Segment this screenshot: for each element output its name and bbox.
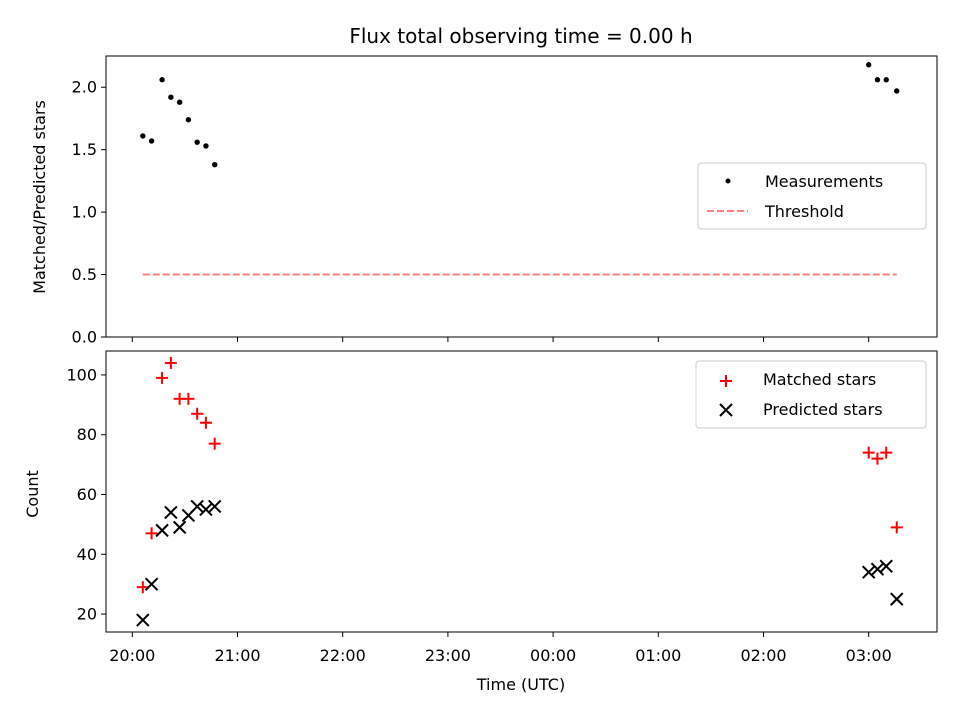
ratio-legend: Measurements Threshold	[697, 162, 927, 230]
predicted-stars-point	[199, 502, 213, 517]
ratio-x-ticks	[131, 337, 870, 342]
measurement-point	[866, 62, 872, 68]
measurement-point	[185, 116, 192, 123]
matched-stars-point	[199, 416, 212, 429]
x-tick-label: 03:00	[846, 646, 892, 665]
y-tick-label: 1.0	[72, 203, 97, 222]
measurement-point	[874, 77, 881, 83]
predicted-stars-point	[164, 505, 178, 520]
y-tick-label: 2.0	[72, 78, 97, 97]
legend-predicted-label: Predicted stars	[763, 400, 883, 419]
x-tick-label: 01:00	[635, 646, 681, 665]
count-panel: Count 20 40 60 80 100 20:00 21:00 22:00 23:00 00…	[23, 350, 938, 665]
x-tick-label: 00:00	[530, 646, 576, 665]
x-tick-label: 23:00	[425, 646, 471, 665]
y-tick-label: 0.0	[72, 328, 97, 347]
ratio-y-axis-label: Matched/Predicted stars	[30, 100, 49, 294]
matched-stars-point	[880, 446, 893, 459]
legend-matched-label: Matched stars	[763, 370, 876, 389]
predicted-stars-point	[172, 520, 187, 535]
x-tick-label: 20:00	[109, 646, 155, 665]
measurement-point	[212, 161, 218, 168]
predicted-stars-point	[136, 613, 150, 627]
matched-stars-point	[136, 581, 149, 594]
x-tick-label: 21:00	[214, 646, 260, 665]
predicted-stars-point	[879, 559, 893, 573]
measurement-point	[148, 138, 155, 144]
chart-title: Flux total observing time = 0.00 h	[349, 24, 692, 48]
legend-measurements-label: Measurements	[765, 172, 883, 191]
count-y-ticks: 20 40 60 80 100	[66, 365, 106, 624]
matched-stars-point	[164, 356, 177, 369]
y-tick-label: 1.5	[72, 140, 97, 159]
legend-threshold-label: Threshold	[764, 202, 844, 221]
count-plot-frame	[105, 350, 938, 633]
matched-stars-point	[145, 527, 158, 540]
ratio-legend-box	[697, 162, 927, 230]
predicted-stars-point	[207, 499, 222, 514]
y-tick-label: 20	[77, 605, 97, 624]
matched-stars-point	[871, 452, 884, 465]
measurement-point	[168, 94, 174, 100]
x-axis-label: Time (UTC)	[476, 675, 565, 694]
measurement-point	[159, 77, 165, 83]
count-legend: Matched stars Predicted stars	[695, 360, 927, 429]
predicted-stars-point	[144, 577, 159, 591]
count-y-axis-label: Count	[23, 470, 42, 518]
x-tick-label: 02:00	[740, 646, 786, 665]
legend-predicted-marker	[719, 403, 733, 417]
predicted-stars-point	[190, 499, 204, 514]
y-tick-label: 100	[66, 365, 97, 384]
matched-stars-point	[156, 371, 169, 384]
predicted-stars-point	[861, 565, 876, 579]
predicted-stars-point	[155, 523, 169, 538]
count-legend-box	[695, 360, 927, 429]
count-x-ticks: 20:00 21:00 22:00 23:00 00:00 01:00 02:00 03:00	[109, 632, 892, 665]
measurement-point	[176, 99, 183, 105]
x-tick-label: 22:00	[320, 646, 366, 665]
matched-stars-point	[862, 446, 875, 459]
measurement-point	[883, 77, 889, 83]
ratio-marks	[140, 62, 900, 276]
matched-stars-point	[191, 407, 204, 420]
predicted-stars-point	[890, 592, 904, 606]
measurement-point	[194, 139, 200, 145]
count-marks	[136, 356, 904, 627]
measurement-point	[140, 133, 146, 139]
ratio-plot-frame	[105, 55, 938, 338]
predicted-stars-point	[870, 562, 885, 576]
measurement-point	[894, 88, 900, 94]
ratio-panel: Matched/Predicted stars 0.00.51.01.52.0 …	[30, 55, 938, 347]
matched-stars-point	[208, 437, 221, 450]
y-tick-label: 40	[77, 545, 97, 564]
matched-stars-point	[890, 521, 903, 534]
y-tick-label: 60	[77, 485, 97, 504]
legend-matched-marker	[720, 375, 732, 387]
y-tick-label: 80	[77, 425, 97, 444]
matched-stars-point	[182, 392, 195, 405]
legend-measurements-marker	[725, 178, 731, 184]
ratio-y-ticks: 0.0 0.5 1.0 1.5 2.0	[72, 78, 106, 347]
measurement-point	[203, 143, 209, 149]
y-tick-label: 0.5	[72, 265, 97, 284]
